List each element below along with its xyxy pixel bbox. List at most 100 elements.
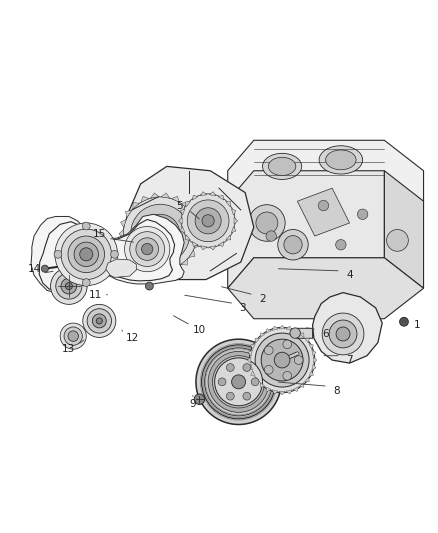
Polygon shape: [313, 293, 382, 363]
Circle shape: [64, 327, 82, 345]
Polygon shape: [231, 227, 236, 233]
Circle shape: [357, 209, 368, 220]
Circle shape: [82, 279, 90, 287]
Polygon shape: [260, 333, 265, 337]
Polygon shape: [141, 196, 149, 203]
Ellipse shape: [319, 146, 363, 174]
Circle shape: [60, 323, 86, 349]
Circle shape: [123, 197, 197, 271]
Polygon shape: [228, 140, 424, 232]
Circle shape: [399, 318, 408, 326]
Polygon shape: [200, 246, 207, 250]
Polygon shape: [293, 329, 298, 333]
Circle shape: [130, 232, 165, 266]
Polygon shape: [209, 192, 216, 196]
Polygon shape: [185, 235, 191, 240]
Polygon shape: [171, 265, 180, 271]
Polygon shape: [192, 241, 198, 246]
Circle shape: [111, 251, 118, 258]
Polygon shape: [266, 329, 272, 333]
Text: 4: 4: [346, 270, 353, 280]
Polygon shape: [180, 209, 185, 215]
Text: 3: 3: [240, 303, 246, 313]
Polygon shape: [141, 265, 149, 271]
Circle shape: [42, 265, 48, 272]
Polygon shape: [279, 391, 285, 395]
Polygon shape: [218, 195, 224, 200]
Polygon shape: [180, 227, 185, 233]
Circle shape: [61, 229, 112, 279]
Circle shape: [274, 352, 290, 368]
Text: 5: 5: [177, 200, 183, 211]
Polygon shape: [209, 246, 216, 250]
Polygon shape: [299, 333, 304, 337]
Circle shape: [243, 392, 251, 400]
Circle shape: [80, 248, 93, 261]
Polygon shape: [133, 203, 140, 209]
Polygon shape: [218, 241, 224, 246]
Polygon shape: [255, 377, 260, 382]
Polygon shape: [231, 209, 236, 215]
Circle shape: [83, 304, 116, 337]
Circle shape: [136, 238, 159, 261]
Circle shape: [194, 394, 205, 405]
Circle shape: [226, 364, 234, 372]
Polygon shape: [228, 171, 385, 288]
Text: 8: 8: [333, 385, 340, 395]
Text: 9: 9: [190, 399, 196, 409]
Polygon shape: [123, 166, 254, 279]
Polygon shape: [297, 188, 350, 236]
Circle shape: [141, 214, 180, 254]
Polygon shape: [181, 259, 187, 265]
Circle shape: [283, 372, 292, 380]
Circle shape: [265, 366, 273, 374]
Circle shape: [290, 328, 300, 338]
Circle shape: [187, 200, 229, 241]
Circle shape: [255, 333, 309, 387]
Circle shape: [251, 378, 259, 386]
Polygon shape: [251, 344, 255, 349]
Text: 2: 2: [259, 294, 266, 304]
Polygon shape: [189, 211, 195, 217]
Text: 12: 12: [125, 333, 138, 343]
Polygon shape: [197, 229, 201, 238]
Circle shape: [329, 320, 357, 348]
Polygon shape: [194, 240, 200, 248]
Circle shape: [124, 227, 170, 272]
Polygon shape: [279, 325, 285, 329]
Circle shape: [232, 375, 246, 389]
Polygon shape: [286, 326, 292, 330]
Polygon shape: [120, 219, 126, 228]
Text: 1: 1: [414, 320, 420, 330]
Polygon shape: [106, 259, 136, 277]
Polygon shape: [181, 203, 187, 209]
Polygon shape: [293, 387, 298, 391]
Circle shape: [56, 273, 82, 299]
Circle shape: [131, 204, 190, 263]
Circle shape: [265, 346, 273, 354]
Text: 11: 11: [88, 290, 102, 300]
Circle shape: [145, 282, 153, 290]
Circle shape: [50, 268, 87, 304]
Circle shape: [205, 348, 272, 416]
Polygon shape: [119, 229, 124, 238]
Polygon shape: [309, 371, 314, 376]
Circle shape: [284, 236, 302, 254]
Polygon shape: [133, 259, 140, 265]
Circle shape: [54, 251, 62, 258]
Text: 14: 14: [28, 264, 41, 273]
Polygon shape: [313, 357, 317, 363]
Polygon shape: [189, 250, 195, 257]
Polygon shape: [309, 344, 314, 349]
Circle shape: [196, 339, 281, 424]
Polygon shape: [200, 192, 207, 196]
Polygon shape: [31, 214, 184, 293]
Polygon shape: [228, 258, 424, 319]
Text: 7: 7: [346, 355, 353, 365]
Polygon shape: [194, 219, 200, 228]
Polygon shape: [266, 387, 272, 391]
Text: 15: 15: [93, 229, 106, 239]
Circle shape: [74, 242, 99, 266]
Ellipse shape: [268, 157, 296, 175]
Polygon shape: [260, 383, 265, 387]
